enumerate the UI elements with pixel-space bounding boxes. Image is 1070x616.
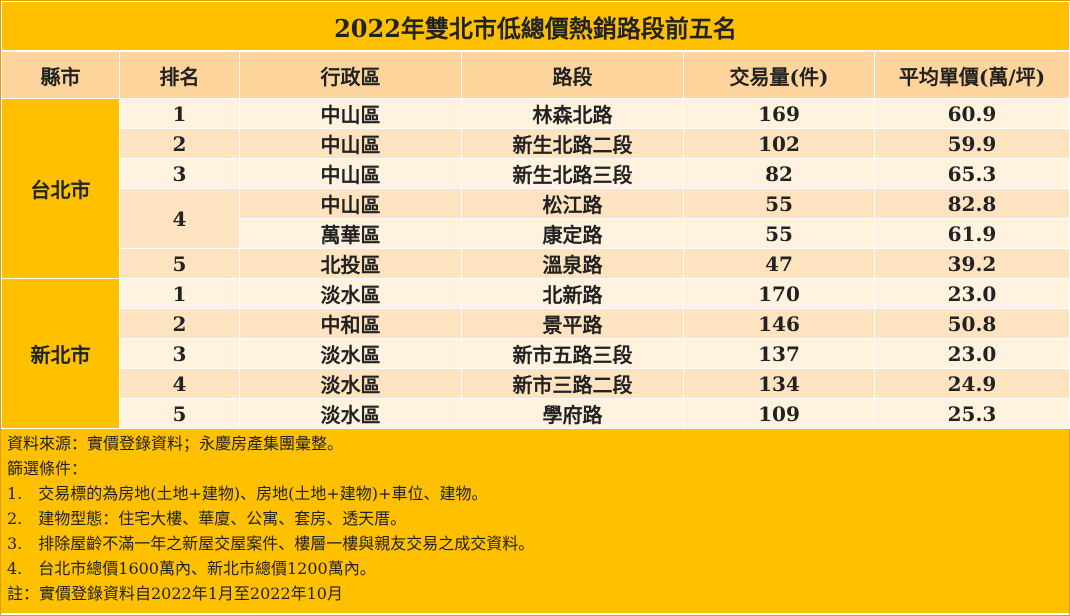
table-row: 5 淡水區 學府路 109 25.3: [1, 398, 1070, 429]
column-header: 縣市: [1, 50, 120, 99]
district-cell: 中山區: [239, 128, 462, 159]
road-cell: 新生北路三段: [461, 158, 684, 189]
volume-cell: 169: [683, 98, 875, 129]
data-table: 2022年雙北市低總價熱銷路段前五名 縣市 排名 行政區 路段 交易量(件) 平均單價(萬…: [0, 1, 1070, 429]
column-header: 排名: [119, 50, 240, 99]
table-row: 5 北投區 溫泉路 47 39.2: [1, 248, 1070, 279]
district-cell: 淡水區: [239, 368, 462, 399]
price-cell: 39.2: [873, 248, 1070, 279]
volume-cell: 55: [683, 218, 875, 249]
note-line: 資料來源：實價登錄資料；永慶房產集團彙整。: [7, 434, 344, 453]
column-header: 平均單價(萬/坪): [873, 50, 1070, 99]
volume-cell: 137: [683, 338, 875, 369]
rank-cell: 4: [119, 368, 240, 399]
price-cell: 61.9: [873, 218, 1070, 249]
rank-cell: 3: [119, 158, 240, 189]
rank-cell: 1: [119, 278, 240, 309]
table-row: 台北市 1 中山區 林森北路 169 60.9: [1, 98, 1070, 279]
rank-cell: 5: [119, 248, 240, 279]
road-cell: 松江路: [461, 188, 684, 219]
table-row: 4 淡水區 新市三路二段 134 24.9: [1, 368, 1070, 399]
rank-cell: 3: [119, 338, 240, 369]
county-cell: 台北市: [1, 98, 120, 279]
table-row: 2 中和區 景平路 146 50.8: [1, 308, 1070, 339]
note-line: 4. 台北市總價1600萬內、新北市總價1200萬內。: [7, 559, 376, 578]
table-row: 2 中山區 新生北路二段 102 59.9: [1, 128, 1070, 159]
column-header: 交易量(件): [683, 50, 875, 99]
rank-cell: 1: [119, 98, 240, 129]
notes: 資料來源：實價登錄資料；永慶房產集團彙整。 篩選條件： 1. 交易標的為房地(土地+…: [1, 429, 1069, 613]
price-cell: 50.8: [873, 308, 1070, 339]
district-cell: 中和區: [239, 308, 462, 339]
column-header: 路段: [461, 50, 684, 99]
district-cell: 中山區: [239, 158, 462, 189]
county-cell: 新北市: [1, 278, 120, 429]
price-cell: 24.9: [873, 368, 1070, 399]
volume-cell: 170: [683, 278, 875, 309]
price-cell: 82.8: [873, 188, 1070, 219]
table-row: 3 中山區 新生北路三段 82 65.3: [1, 158, 1070, 189]
table-row: 新北市 1 淡水區 北新路 170 23.0: [1, 278, 1070, 429]
volume-cell: 146: [683, 308, 875, 339]
road-cell: 北新路: [461, 278, 684, 309]
volume-cell: 102: [683, 128, 875, 159]
table-row: 3 淡水區 新市五路三段 137 23.0: [1, 338, 1070, 369]
district-cell: 淡水區: [239, 338, 462, 369]
district-cell: 中山區: [239, 188, 462, 219]
road-cell: 溫泉路: [461, 248, 684, 279]
note-line: 2. 建物型態：住宅大樓、華廈、公寓、套房、透天厝。: [7, 509, 407, 528]
district-cell: 北投區: [239, 248, 462, 279]
road-cell: 學府路: [461, 398, 684, 429]
rank-cell: 2: [119, 128, 240, 159]
column-header: 行政區: [239, 50, 462, 99]
note-line: 註：實價登錄資料自2022年1月至2022年10月: [7, 584, 343, 603]
note-line: 3. 排除屋齡不滿一年之新屋交屋案件、樓層一樓與親友交易之成交資料。: [7, 534, 535, 553]
price-cell: 23.0: [873, 338, 1070, 369]
price-cell: 60.9: [873, 98, 1070, 129]
table-title: 2022年雙北市低總價熱銷路段前五名: [0, 1, 1070, 52]
rank-cell: 2: [119, 308, 240, 339]
road-cell: 林森北路: [461, 98, 684, 129]
volume-cell: 109: [683, 398, 875, 429]
road-cell: 新市五路三段: [461, 338, 684, 369]
road-cell: 新生北路二段: [461, 128, 684, 159]
district-cell: 中山區: [239, 98, 462, 129]
rank-cell: 5: [119, 398, 240, 429]
price-cell: 25.3: [873, 398, 1070, 429]
note-line: 篩選條件：: [7, 459, 88, 478]
price-cell: 23.0: [873, 278, 1070, 309]
rank-cell: 4: [119, 188, 240, 249]
district-cell: 萬華區: [239, 218, 462, 249]
district-cell: 淡水區: [239, 398, 462, 429]
price-cell: 59.9: [873, 128, 1070, 159]
price-cell: 65.3: [873, 158, 1070, 189]
road-cell: 景平路: [461, 308, 684, 339]
volume-cell: 82: [683, 158, 875, 189]
road-cell: 康定路: [461, 218, 684, 249]
district-cell: 淡水區: [239, 278, 462, 309]
volume-cell: 134: [683, 368, 875, 399]
table-row: 4 中山區 松江路 55 82.8: [1, 188, 1070, 249]
volume-cell: 55: [683, 188, 875, 219]
road-cell: 新市三路二段: [461, 368, 684, 399]
note-line: 1. 交易標的為房地(土地+建物)、房地(土地+建物)+車位、建物。: [7, 484, 488, 503]
volume-cell: 47: [683, 248, 875, 279]
